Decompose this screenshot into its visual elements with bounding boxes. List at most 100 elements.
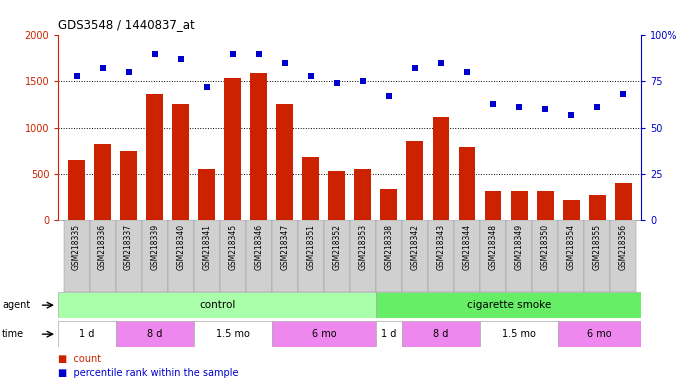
Text: control: control [199,300,235,310]
Text: GSM218348: GSM218348 [488,224,497,270]
Text: 8 d: 8 d [434,329,449,339]
Text: GSM218346: GSM218346 [255,224,263,270]
Bar [272,321,376,347]
Bar [532,220,558,292]
Text: GDS3548 / 1440837_at: GDS3548 / 1440837_at [58,18,195,31]
Point [253,51,264,57]
Text: ■  percentile rank within the sample: ■ percentile rank within the sample [58,367,239,377]
Bar [94,144,111,220]
Bar [454,220,480,292]
Point [436,60,447,66]
Text: GSM218353: GSM218353 [358,224,368,270]
Point [357,78,368,84]
Point [305,73,316,79]
Point [201,84,212,90]
Bar [250,73,268,220]
Bar [115,321,193,347]
Bar [589,195,606,220]
Text: cigarette smoke: cigarette smoke [466,300,551,310]
Text: GSM218356: GSM218356 [619,224,628,270]
Point [617,91,628,98]
Bar [272,220,298,292]
Bar [484,192,501,220]
Bar [355,169,371,220]
Text: GSM218347: GSM218347 [281,224,289,270]
Text: GSM218349: GSM218349 [514,224,523,270]
Text: 1.5 mo: 1.5 mo [216,329,250,339]
Point [331,80,342,86]
Point [488,101,499,107]
Bar [224,78,241,220]
Point [383,93,394,99]
Text: 6 mo: 6 mo [311,329,336,339]
Bar [141,220,167,292]
Bar [381,189,397,220]
Bar [193,321,272,347]
Bar [298,220,324,292]
Bar [376,220,402,292]
Bar [376,292,641,318]
Text: GSM218335: GSM218335 [72,224,81,270]
Point [71,73,82,79]
Bar [350,220,376,292]
Text: GSM218351: GSM218351 [307,224,316,270]
Point [410,65,421,71]
Text: GSM218336: GSM218336 [98,224,107,270]
Point [175,56,186,62]
Bar [329,171,345,220]
Text: 1.5 mo: 1.5 mo [502,329,536,339]
Bar [402,321,480,347]
Bar [198,169,215,220]
Bar [610,220,636,292]
Text: GSM218340: GSM218340 [176,224,185,270]
Point [123,69,134,75]
Bar [120,151,137,220]
Text: GSM218354: GSM218354 [567,224,576,270]
Point [149,51,160,57]
Bar [407,141,423,220]
Point [540,106,551,112]
Bar [558,220,584,292]
Text: GSM218350: GSM218350 [541,224,549,270]
Bar [615,183,632,220]
Text: 1 d: 1 d [381,329,397,339]
Text: GSM218337: GSM218337 [124,224,133,270]
Bar [146,94,163,220]
Text: ■  count: ■ count [58,354,102,364]
Bar [432,118,449,220]
Text: GSM218339: GSM218339 [150,224,159,270]
Bar [220,220,246,292]
Point [462,69,473,75]
Bar [58,292,376,318]
Bar [115,220,141,292]
Text: GSM218355: GSM218355 [593,224,602,270]
Bar [563,200,580,220]
Point [279,60,290,66]
Bar [376,321,402,347]
Bar [172,104,189,220]
Bar [90,220,115,292]
Bar [428,220,454,292]
Point [97,65,108,71]
Text: GSM218352: GSM218352 [332,224,342,270]
Point [566,112,577,118]
Bar [276,104,293,220]
Bar [458,147,475,220]
Text: agent: agent [2,300,30,310]
Bar [324,220,350,292]
Bar [536,192,554,220]
Text: 6 mo: 6 mo [587,329,612,339]
Bar [480,220,506,292]
Bar [402,220,428,292]
Text: GSM218344: GSM218344 [462,224,471,270]
Text: GSM218342: GSM218342 [410,224,419,270]
Bar [193,220,220,292]
Bar [584,220,610,292]
Bar [480,321,558,347]
Point [227,51,238,57]
Text: GSM218338: GSM218338 [384,224,393,270]
Bar [167,220,193,292]
Bar [510,192,528,220]
Text: GSM218343: GSM218343 [436,224,445,270]
Bar [558,321,641,347]
